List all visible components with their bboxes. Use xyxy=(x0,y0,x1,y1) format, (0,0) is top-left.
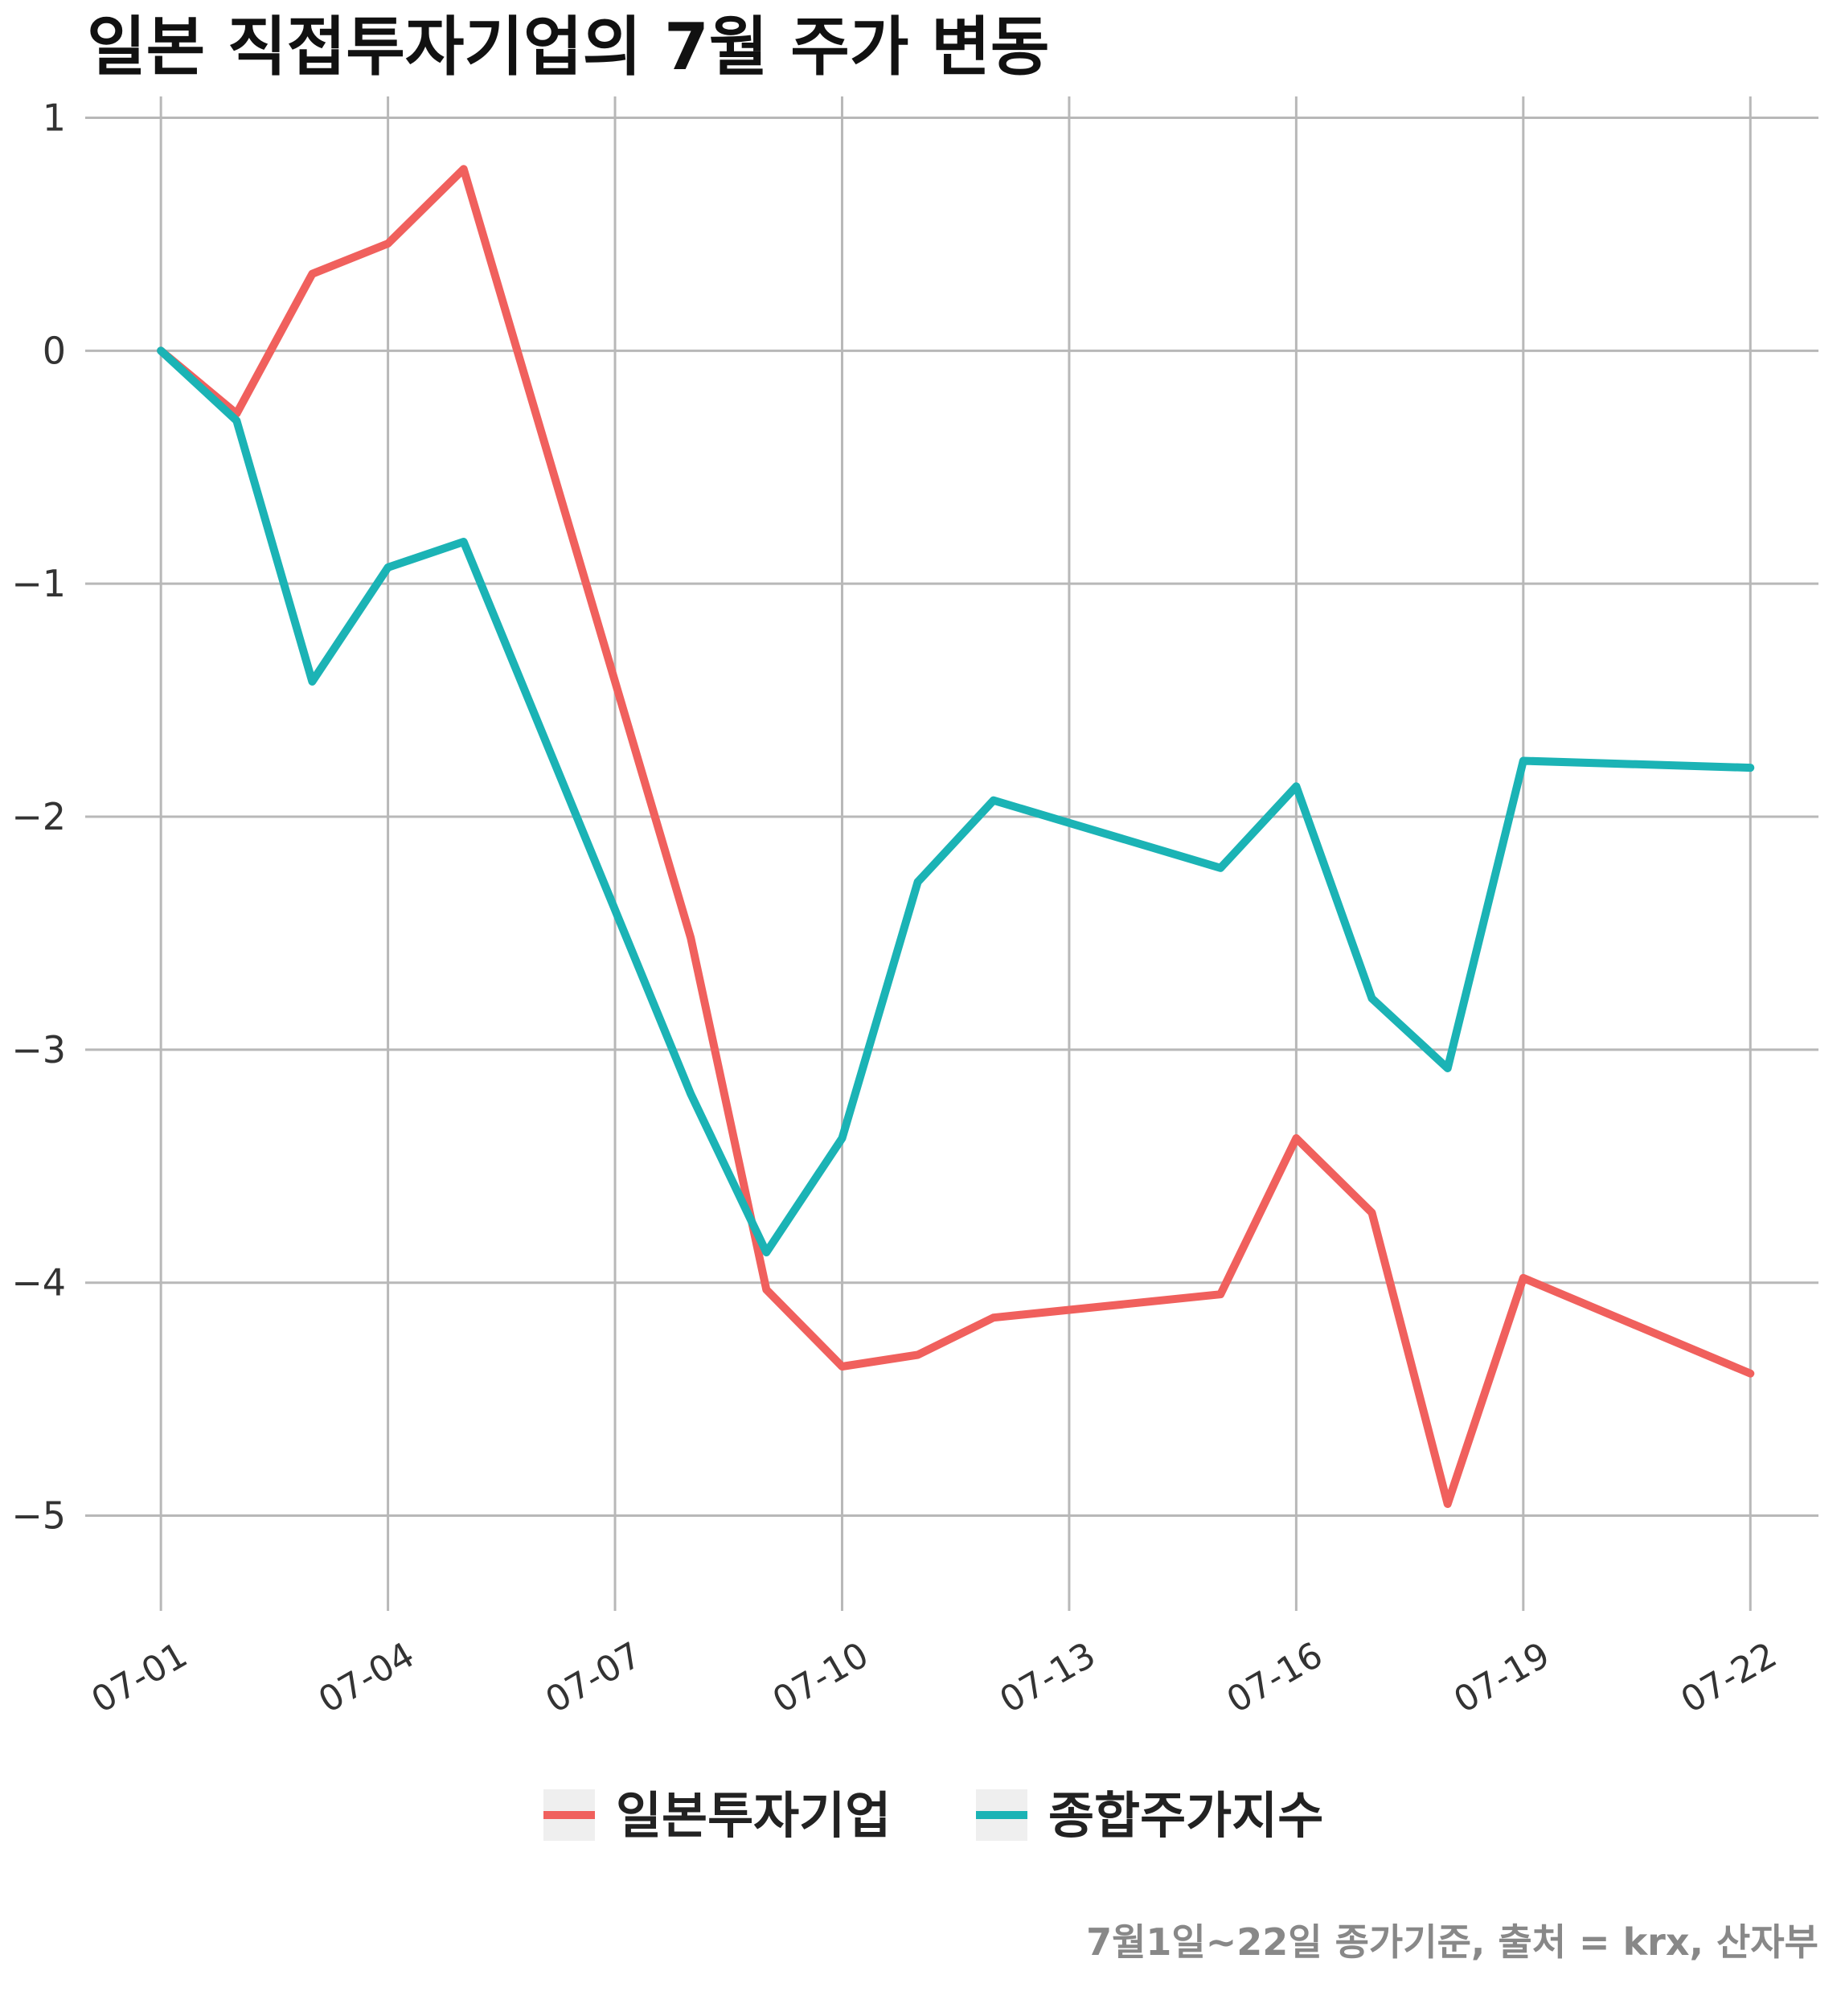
x-tick-label: 07-10 xyxy=(766,1634,875,1721)
x-tick-label: 07-16 xyxy=(1220,1634,1330,1721)
x-tick-label: 07-13 xyxy=(993,1634,1102,1721)
y-tick-label: 1 xyxy=(43,96,66,139)
series-lines xyxy=(161,169,1750,1504)
x-tick-label: 07-01 xyxy=(84,1634,194,1721)
x-tick-label: 07-07 xyxy=(539,1634,648,1721)
series-line-1 xyxy=(161,350,1750,1252)
x-tick-label: 07-04 xyxy=(312,1634,421,1721)
grid xyxy=(85,96,1818,1611)
x-tick-label: 07-19 xyxy=(1447,1634,1556,1721)
legend-item-1[interactable]: 종합주가지수 xyxy=(976,1786,1323,1845)
x-tick-label: 07-22 xyxy=(1675,1634,1784,1721)
legend-label-1: 종합주가지수 xyxy=(1048,1786,1323,1845)
chart-title: 일본 직접투자기업의 7월 주가 변동 xyxy=(87,10,1049,84)
y-tick-label: −2 xyxy=(11,795,66,838)
y-axis-ticks: 1 0 −1 −2 −3 −4 −5 xyxy=(11,96,66,1537)
y-tick-label: −5 xyxy=(11,1494,66,1538)
y-tick-label: 0 xyxy=(43,329,66,372)
legend-item-0[interactable]: 일본투자기업 xyxy=(543,1786,891,1845)
legend: 일본투자기업 종합주가지수 xyxy=(543,1786,1323,1845)
legend-label-0: 일본투자기업 xyxy=(616,1786,891,1845)
chart-caption: 7월1일~22일 종가기준, 출처 = krx, 산자부 xyxy=(1086,1920,1818,1964)
y-tick-label: −4 xyxy=(11,1261,66,1305)
x-axis-ticks: 07-01 07-04 07-07 07-10 07-13 07-16 07-19 07-22 xyxy=(84,1634,1783,1721)
y-tick-label: −3 xyxy=(11,1028,66,1072)
y-tick-label: −1 xyxy=(11,562,66,605)
